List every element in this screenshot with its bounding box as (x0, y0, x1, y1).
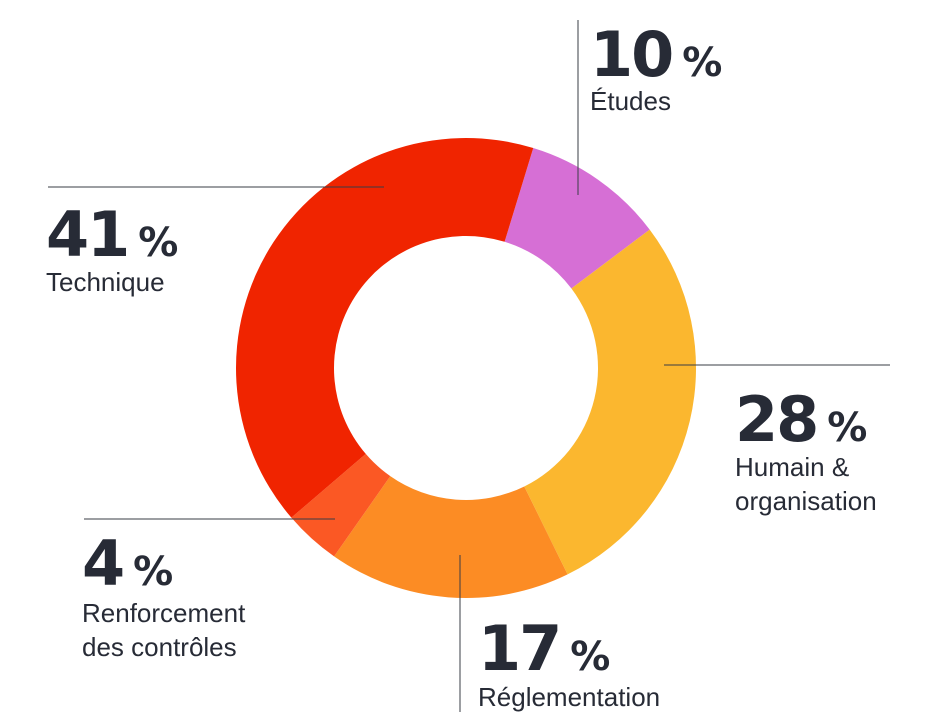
slice-humain (524, 229, 696, 575)
value-unit-humain: % (827, 405, 867, 451)
label-renforcement: 4 %Renforcement des contrôles (82, 527, 246, 662)
category-label-humain-line1: Humain & (735, 452, 849, 482)
donut-slices (236, 138, 696, 598)
value-number-reglementation: 17 (478, 612, 560, 685)
value-label-technique: 41% (46, 198, 178, 271)
value-number-humain: 28 (735, 383, 817, 456)
value-number-technique: 41 (46, 198, 128, 271)
value-label-renforcement: 4% (82, 527, 173, 600)
label-humain: 28 %Humain & organisation (735, 383, 877, 516)
category-label-technique-line1: Technique (46, 267, 165, 297)
value-label-etudes: 10% (590, 18, 722, 91)
category-label-humain-line2: organisation (735, 486, 877, 516)
category-label-etudes-line1: Études (590, 86, 671, 116)
slice-technique (236, 138, 534, 518)
value-label-reglementation: 17% (478, 612, 610, 685)
leader-lines (48, 20, 890, 712)
category-label-reglementation-line1: Réglementation (478, 682, 660, 712)
value-number-renforcement: 4 (82, 527, 123, 600)
value-unit-technique: % (138, 220, 178, 266)
value-unit-renforcement: % (133, 549, 173, 595)
value-label-humain: 28% (735, 383, 867, 456)
label-technique: 41 %Technique (46, 198, 178, 297)
value-unit-reglementation: % (570, 634, 610, 680)
label-reglementation: 17 %Réglementation (478, 612, 660, 712)
label-etudes: 10 %Études (590, 18, 722, 116)
category-label-renforcement-line1: Renforcement (82, 598, 246, 628)
slice-renforcement (291, 453, 391, 557)
slice-reglementation (334, 476, 568, 598)
category-label-renforcement-line2: des contrôles (82, 632, 237, 662)
slice-etudes (504, 148, 650, 289)
value-number-etudes: 10 (590, 18, 672, 91)
value-unit-etudes: % (682, 40, 722, 86)
